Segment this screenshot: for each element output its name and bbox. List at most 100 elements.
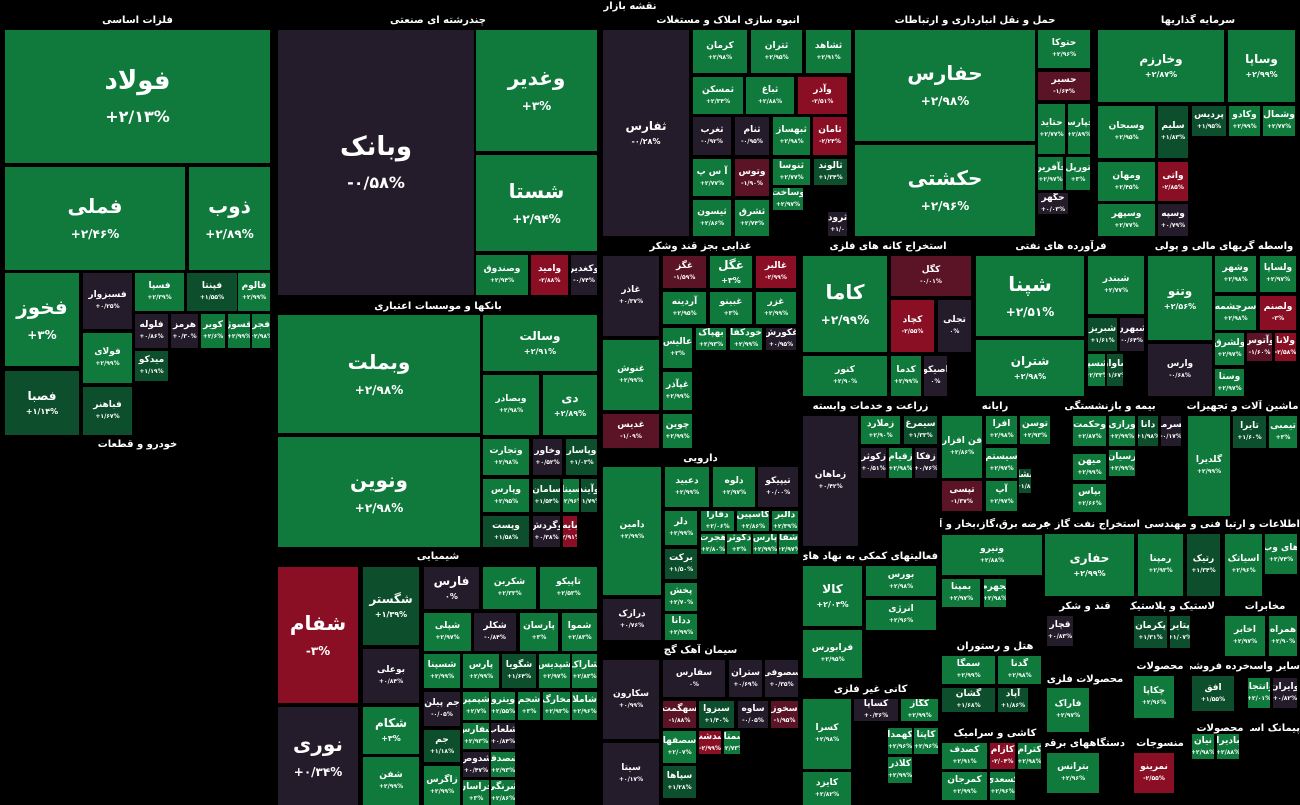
stock-tile[interactable]: غدیس -۱/۰۹% — [603, 414, 659, 448]
stock-tile[interactable]: غکورش +۰/۹۵% — [766, 328, 796, 350]
stock-tile[interactable]: حسیر -۱/۶۴% — [1038, 72, 1090, 100]
stock-tile[interactable]: فاراک +۲/۹۷% — [1047, 688, 1089, 732]
stock-tile[interactable]: کدما +۲/۹۹% — [891, 356, 921, 396]
stock-tile[interactable]: آپ +۲/۹۷% — [986, 481, 1017, 511]
stock-tile[interactable]: مخارگ +۲/۹۳% — [543, 692, 570, 720]
stock-tile[interactable]: تیمبی +۳% — [1269, 416, 1297, 448]
stock-tile[interactable]: کچاد -۲/۵۵% — [891, 300, 934, 352]
stock-tile[interactable]: کسرا +۲/۹۸% — [803, 699, 851, 769]
stock-tile[interactable]: فجر +۲/۹۸% — [252, 314, 270, 348]
stock-tile[interactable]: آپاد +۱/۸۶% — [998, 688, 1028, 712]
stock-tile[interactable]: ستران +۰/۶۹% — [729, 660, 762, 697]
stock-tile[interactable]: فپنتا +۱/۵۵% — [187, 273, 237, 311]
stock-tile[interactable]: برکت +۱/۵۰% — [665, 549, 697, 579]
stock-tile[interactable]: ثنام -۰/۹۵% — [735, 117, 769, 155]
stock-tile[interactable]: ولصنم -۳% — [1260, 296, 1296, 330]
stock-tile[interactable]: کالا +۲/۰۳% — [803, 566, 862, 626]
stock-tile[interactable]: شفن +۲/۹۹% — [363, 757, 419, 805]
stock-tile[interactable]: وخارزم +۲/۸۷% — [1098, 30, 1224, 102]
stock-tile[interactable]: سفارس ۰% — [663, 660, 725, 697]
stock-tile[interactable]: فسپا +۲/۳۹% — [135, 273, 184, 311]
stock-tile[interactable]: وتنو +۲/۵۶% — [1148, 256, 1212, 340]
stock-tile[interactable]: کویر +۲/۶% — [201, 314, 225, 348]
stock-tile[interactable]: کاسپین +۲/۸۶% — [737, 511, 769, 531]
stock-tile[interactable]: زکوثر +۰/۵۱% — [861, 448, 886, 478]
stock-tile[interactable]: تیپیکو +۰/۰۰% — [758, 467, 798, 507]
stock-tile[interactable]: بجهرم +۲/۹۸% — [984, 579, 1006, 607]
stock-tile[interactable]: زماهان +۰/۴۲% — [803, 416, 858, 546]
stock-tile[interactable]: کاما +۲/۹۹% — [803, 256, 887, 352]
stock-tile[interactable]: وبملت +۲/۹۸% — [278, 315, 480, 433]
stock-tile[interactable]: شفام -۳% — [278, 567, 358, 703]
stock-tile[interactable]: کساپا +۰/۳۶% — [854, 699, 898, 721]
stock-tile[interactable]: تجلی ۰% — [938, 300, 971, 352]
stock-tile[interactable]: خودکفا +۲/۹۹% — [730, 328, 762, 350]
stock-tile[interactable]: ونوین +۲/۹۸% — [278, 437, 480, 547]
stock-tile[interactable]: سکارون +۰/۹۹% — [603, 660, 659, 739]
stock-tile[interactable]: کترام +۲/۹۸% — [1018, 743, 1041, 769]
stock-tile[interactable]: بپاس +۲/۶۶% — [1073, 484, 1106, 512]
stock-tile[interactable]: وسپه +۰/۷۹% — [1158, 204, 1188, 236]
stock-tile[interactable]: های وب +۲/۷۴% — [1265, 534, 1297, 574]
stock-tile[interactable]: بمپنا +۲/۹۷% — [942, 579, 980, 607]
stock-tile[interactable]: شفا +۲/۹۷% — [779, 534, 798, 554]
stock-tile[interactable]: وکغدیر -۰/۷۴% — [571, 255, 597, 295]
stock-tile[interactable]: جم پیلن -۰/۰۵% — [424, 692, 460, 726]
stock-tile[interactable]: کگل -۰/۰۱% — [891, 256, 971, 296]
stock-tile[interactable]: وساخت +۲/۹۷% — [773, 188, 803, 210]
stock-tile[interactable]: فسبزوار +۰/۲۵% — [83, 273, 132, 329]
stock-tile[interactable]: حکشتی +۲/۹۶% — [855, 145, 1035, 236]
stock-tile[interactable]: شبریز +۱/۶۱% — [1088, 318, 1117, 351]
stock-tile[interactable]: غگل +۳% — [710, 256, 752, 288]
stock-tile[interactable]: شموا +۲/۸۳% — [562, 613, 597, 651]
stock-tile[interactable]: دامین +۲/۹۹% — [603, 467, 661, 595]
stock-tile[interactable]: تپسی -۱/۳۷% — [942, 481, 982, 511]
stock-tile[interactable]: دالبر +۲/۳۹% — [772, 511, 798, 531]
stock-tile[interactable]: گشان +۱/۶۸% — [942, 688, 995, 712]
stock-tile[interactable]: میدکو +۱/۱۹% — [135, 351, 168, 381]
stock-tile[interactable]: سدشت -۲/۹۹% — [699, 731, 721, 754]
stock-tile[interactable]: گدنا +۲/۹۸% — [998, 656, 1041, 684]
stock-tile[interactable]: دلوه +۲/۹۷% — [713, 467, 755, 507]
stock-tile[interactable]: ثباغ +۲/۸۸% — [746, 77, 794, 114]
stock-tile[interactable]: فن افزار +۲/۸۶% — [942, 416, 982, 478]
stock-tile[interactable]: وانتجار +۲/۰۱% — [1248, 678, 1270, 708]
stock-tile[interactable]: وبانک -۰/۵۸% — [278, 30, 474, 295]
stock-tile[interactable]: غزر +۲/۹۹% — [756, 292, 796, 324]
stock-tile[interactable]: گلدیرا +۲/۹۹% — [1188, 416, 1230, 516]
stock-tile[interactable]: پارس +۲/۹۹% — [753, 534, 777, 554]
stock-tile[interactable]: حتوکا +۲/۹۶% — [1038, 30, 1090, 68]
stock-tile[interactable]: حتاید +۲/۷۷% — [1038, 104, 1065, 154]
stock-tile[interactable]: شسپنا +۲/۹۹% — [424, 654, 460, 688]
stock-tile[interactable]: وایران +۰/۸۲% — [1273, 678, 1297, 708]
stock-tile[interactable]: افرا +۲/۹۸% — [986, 416, 1017, 444]
stock-tile[interactable]: پارسان +۳% — [520, 613, 558, 651]
stock-tile[interactable]: وارس -۰/۶۸% — [1148, 344, 1212, 396]
stock-tile[interactable]: پردیس +۱/۹۵% — [1192, 106, 1226, 136]
stock-tile[interactable]: حفاری +۲/۹۹% — [1045, 534, 1134, 596]
stock-tile[interactable]: نوری +۰/۳۴% — [278, 707, 358, 805]
stock-tile[interactable]: آ س پ +۲/۷۷% — [693, 159, 731, 196]
stock-tile[interactable]: وسبحان +۲/۹۵% — [1098, 106, 1155, 158]
stock-tile[interactable]: وغدیر +۳% — [476, 30, 597, 151]
stock-tile[interactable]: وگردش +۰/۳۸% — [533, 516, 560, 547]
stock-tile[interactable]: کنور +۲/۹۰% — [803, 356, 887, 396]
stock-tile[interactable]: هجرت +۲/۸۰% — [701, 534, 725, 554]
stock-tile[interactable]: دانا +۱/۹۸% — [1138, 416, 1158, 446]
stock-tile[interactable]: سمتاز +۲/۷۳% — [724, 731, 740, 754]
stock-tile[interactable]: ثشاهد +۲/۹۱% — [806, 30, 851, 73]
stock-tile[interactable]: کگاز +۲/۹۹% — [901, 699, 938, 721]
stock-tile[interactable]: غنوش +۲/۹۹% — [603, 340, 659, 410]
stock-tile[interactable]: وپست +۱/۵۸% — [483, 516, 529, 547]
stock-tile[interactable]: افق +۱/۵۵% — [1192, 676, 1234, 711]
stock-tile[interactable]: قچار +۰/۸۳% — [1047, 616, 1073, 646]
stock-tile[interactable]: ولشرق +۲/۹۷% — [1215, 333, 1244, 365]
stock-tile[interactable]: سصفها +۲/۰۷% — [663, 731, 696, 763]
stock-tile[interactable]: رسیان +۲/۹۹% — [1109, 450, 1135, 476]
stock-tile[interactable]: شکلر -۰/۸۴% — [474, 613, 516, 651]
stock-tile[interactable]: فارس ۰% — [424, 567, 479, 609]
stock-tile[interactable]: وحکمت +۲/۸۷% — [1073, 416, 1106, 446]
stock-tile[interactable]: شپنا +۲/۵۱% — [976, 256, 1084, 336]
stock-tile[interactable]: تایرا +۱/۶۰% — [1233, 416, 1266, 448]
stock-tile[interactable]: تاپیکو +۲/۵۳% — [540, 567, 597, 609]
